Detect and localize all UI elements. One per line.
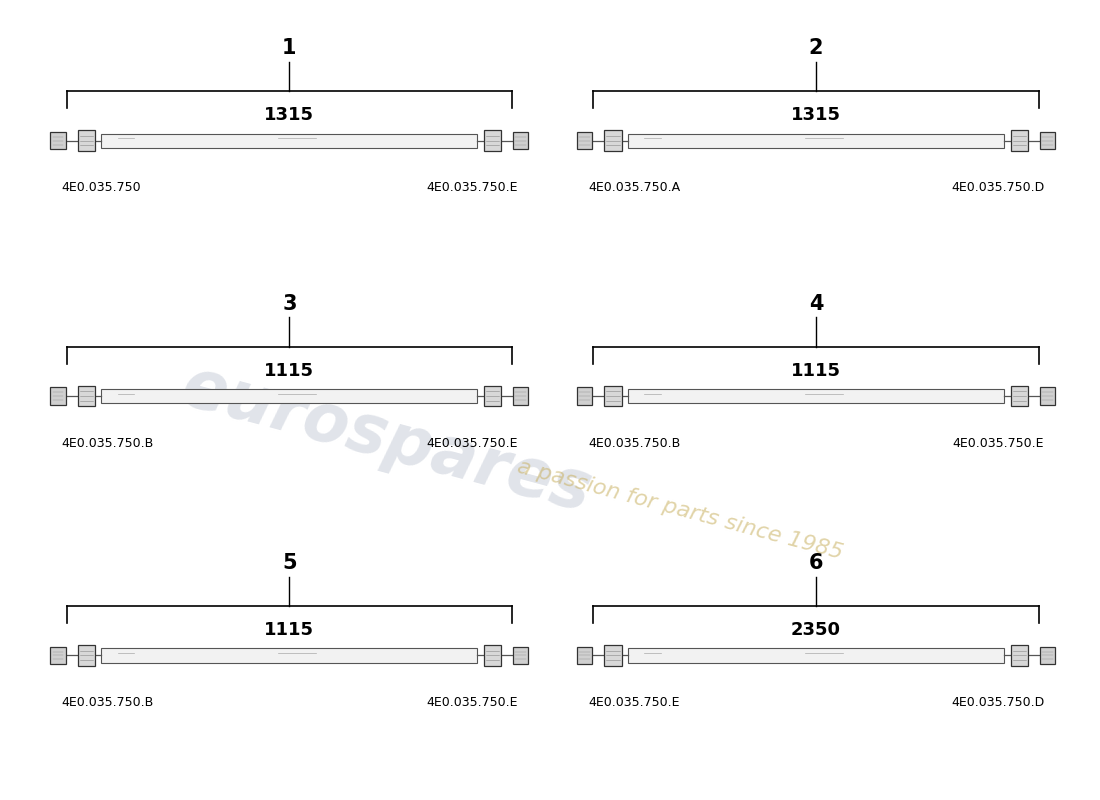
Bar xyxy=(578,387,593,405)
Text: 1315: 1315 xyxy=(264,106,315,125)
Bar xyxy=(578,647,593,664)
Text: 4E0.035.750.D: 4E0.035.750.D xyxy=(950,696,1044,710)
Text: 4E0.035.750.D: 4E0.035.750.D xyxy=(950,182,1044,194)
Bar xyxy=(101,134,477,148)
Text: 5: 5 xyxy=(282,553,297,573)
Bar xyxy=(101,389,477,403)
Bar xyxy=(513,387,528,405)
Text: 1115: 1115 xyxy=(791,362,842,380)
Text: 2350: 2350 xyxy=(791,622,842,639)
Text: 1115: 1115 xyxy=(264,362,315,380)
Bar xyxy=(628,134,1004,148)
Text: 4E0.035.750.E: 4E0.035.750.E xyxy=(426,696,517,710)
Bar xyxy=(77,130,95,151)
Text: 2: 2 xyxy=(808,38,823,58)
Bar xyxy=(484,386,502,406)
Text: 4E0.035.750.B: 4E0.035.750.B xyxy=(588,437,680,450)
Bar xyxy=(77,646,95,666)
Text: 4E0.035.750.B: 4E0.035.750.B xyxy=(62,696,154,710)
Bar xyxy=(628,389,1004,403)
Text: 6: 6 xyxy=(808,553,823,573)
Bar xyxy=(1011,130,1027,151)
Bar xyxy=(51,132,66,150)
Text: 4E0.035.750.E: 4E0.035.750.E xyxy=(953,437,1044,450)
Bar xyxy=(1040,647,1055,664)
Text: a passion for parts since 1985: a passion for parts since 1985 xyxy=(515,457,846,563)
Bar xyxy=(101,649,477,662)
Text: 4E0.035.750.E: 4E0.035.750.E xyxy=(588,696,680,710)
Bar xyxy=(578,132,593,150)
Text: 3: 3 xyxy=(282,294,297,314)
Bar xyxy=(77,386,95,406)
Text: 4E0.035.750: 4E0.035.750 xyxy=(62,182,141,194)
Text: 4E0.035.750.E: 4E0.035.750.E xyxy=(426,182,517,194)
Bar xyxy=(513,132,528,150)
Bar xyxy=(1011,646,1027,666)
Bar xyxy=(484,130,502,151)
Bar xyxy=(604,646,622,666)
Bar xyxy=(628,649,1004,662)
Bar xyxy=(51,647,66,664)
Text: 1: 1 xyxy=(282,38,297,58)
Bar xyxy=(604,130,622,151)
Text: 1315: 1315 xyxy=(791,106,842,125)
Bar xyxy=(1011,386,1027,406)
Bar xyxy=(51,387,66,405)
Text: 4E0.035.750.B: 4E0.035.750.B xyxy=(62,437,154,450)
Text: 4: 4 xyxy=(808,294,823,314)
Bar xyxy=(513,647,528,664)
Text: 1115: 1115 xyxy=(264,622,315,639)
Bar xyxy=(604,386,622,406)
Bar xyxy=(1040,132,1055,150)
Text: eurospares: eurospares xyxy=(175,353,600,526)
Bar xyxy=(484,646,502,666)
Text: 4E0.035.750.A: 4E0.035.750.A xyxy=(588,182,680,194)
Text: 4E0.035.750.E: 4E0.035.750.E xyxy=(426,437,517,450)
Bar xyxy=(1040,387,1055,405)
